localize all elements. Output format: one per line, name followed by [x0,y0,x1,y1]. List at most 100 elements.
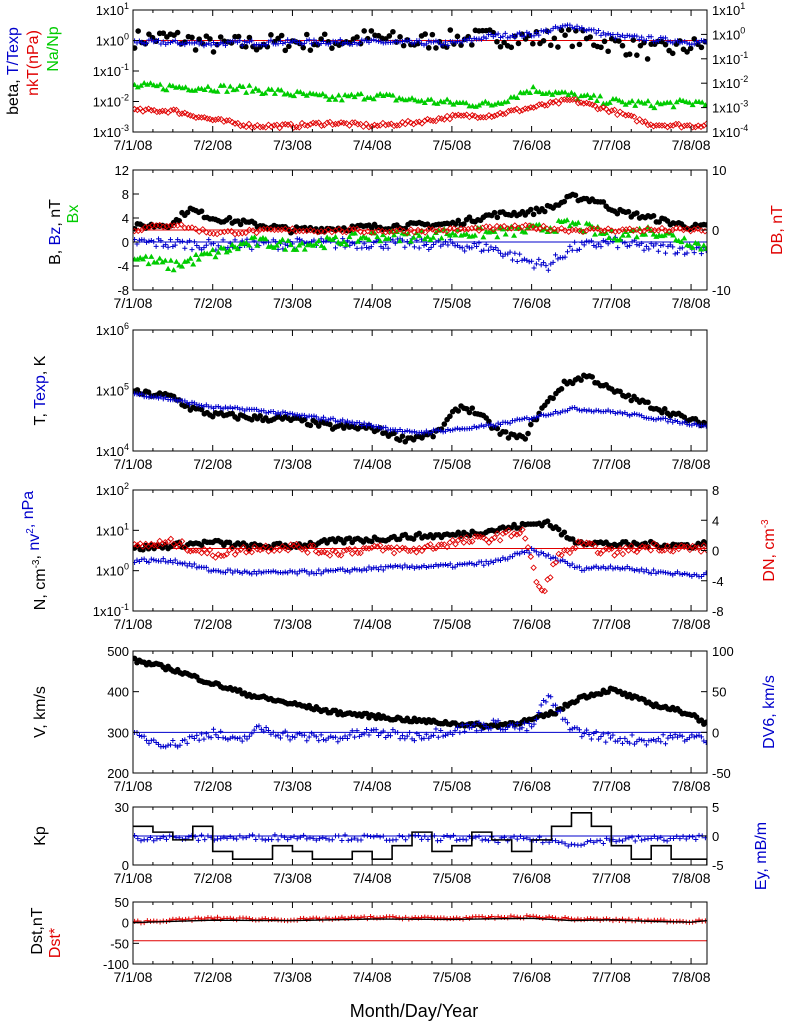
x-tick-label: 7/8/08 [672,137,711,153]
data-point-42 [282,47,289,54]
data-point-239 [703,423,707,429]
data-point-127 [536,88,543,95]
data-point-219 [655,38,661,44]
data-point-56 [287,120,295,128]
data-point-24 [189,247,195,253]
data-point-55 [285,237,292,243]
y2-tick-label: -10 [712,283,731,298]
data-point-103 [418,547,426,555]
data-point-40 [243,239,250,246]
data-point-66 [289,734,295,740]
data-point-153 [498,422,504,428]
data-point-163 [521,415,527,421]
data-point-139 [464,561,470,567]
data-point-127 [486,418,492,425]
data-point-89 [344,736,350,742]
x-tick-label: 7/3/08 [273,456,312,472]
data-point-15 [173,106,180,114]
y-tick-label: -100 [103,957,129,972]
data-point-165 [658,834,664,840]
y-axis-label-2: Dst* [47,928,64,958]
data-point-101 [413,548,420,556]
data-point-25 [191,239,197,245]
data-point-67 [318,549,325,556]
data-point-85 [403,837,409,843]
data-point-106 [385,245,391,251]
data-point-146 [481,562,487,568]
data-point-23 [187,238,193,244]
data-point-153 [498,558,504,564]
data-point-92 [388,544,395,551]
data-point-51 [294,836,300,842]
data-point-37 [250,832,256,838]
data-point-135 [562,89,569,95]
data-point-229 [679,733,685,739]
x-tick-label: 7/3/08 [273,969,312,985]
data-point-44 [254,242,261,248]
data-point-234 [691,41,697,47]
data-point-174 [548,694,554,700]
data-point-100 [410,545,417,553]
data-point-152 [495,31,501,37]
data-point-226 [672,418,678,424]
data-point-122 [423,41,429,47]
data-point-86 [406,833,412,839]
data-point-134 [505,107,512,115]
data-point-32 [208,42,214,48]
data-point-160 [514,720,520,726]
data-point-118 [414,237,420,243]
data-point-69 [323,119,331,126]
data-point-45 [239,570,245,576]
data-point-31 [217,552,225,560]
data-point-43 [268,86,275,92]
data-point-181 [564,249,570,255]
data-point-178 [557,708,563,714]
data-point-36 [246,82,253,88]
data-point-232 [686,735,692,741]
data-point-223 [665,735,671,741]
data-point-136 [565,843,571,849]
data-point-216 [648,570,654,576]
data-point-44 [272,832,278,838]
data-point-72 [304,569,310,575]
data-point-225 [670,244,676,250]
data-point-145 [478,559,484,565]
data-point-109 [479,837,485,843]
data-point-178 [628,397,635,404]
data-point-102 [497,43,504,50]
data-point-79 [321,414,327,420]
data-point-89 [415,833,421,839]
data-point-134 [559,839,565,845]
data-point-187 [653,233,660,239]
data-point-131 [445,242,451,248]
data-point-170 [605,234,612,240]
data-point-198 [683,122,691,129]
data-point-197 [681,235,688,241]
data-point-84 [399,834,405,840]
data-point-210 [634,242,640,248]
data-point-48 [246,570,252,576]
data-point-66 [342,91,349,98]
data-point-170 [674,833,680,839]
data-point-203 [617,566,623,572]
data-point-174 [548,555,554,561]
data-point-100 [371,37,377,43]
data-point-204 [619,740,625,746]
data-point-68 [294,571,300,577]
data-point-151 [613,839,619,845]
data-point-130 [443,39,449,45]
data-point-120 [419,429,425,435]
data-point-158 [635,98,642,104]
data-point-173 [614,549,621,556]
data-point-120 [466,214,473,220]
data-point-14 [170,267,177,273]
data-point-119 [463,534,470,541]
data-point-43 [269,837,275,843]
data-point-71 [358,837,364,843]
data-point-113 [446,115,454,123]
data-point-113 [491,101,498,107]
data-point-239 [703,739,707,745]
data-point-38 [268,32,274,38]
data-point-151 [493,245,499,251]
